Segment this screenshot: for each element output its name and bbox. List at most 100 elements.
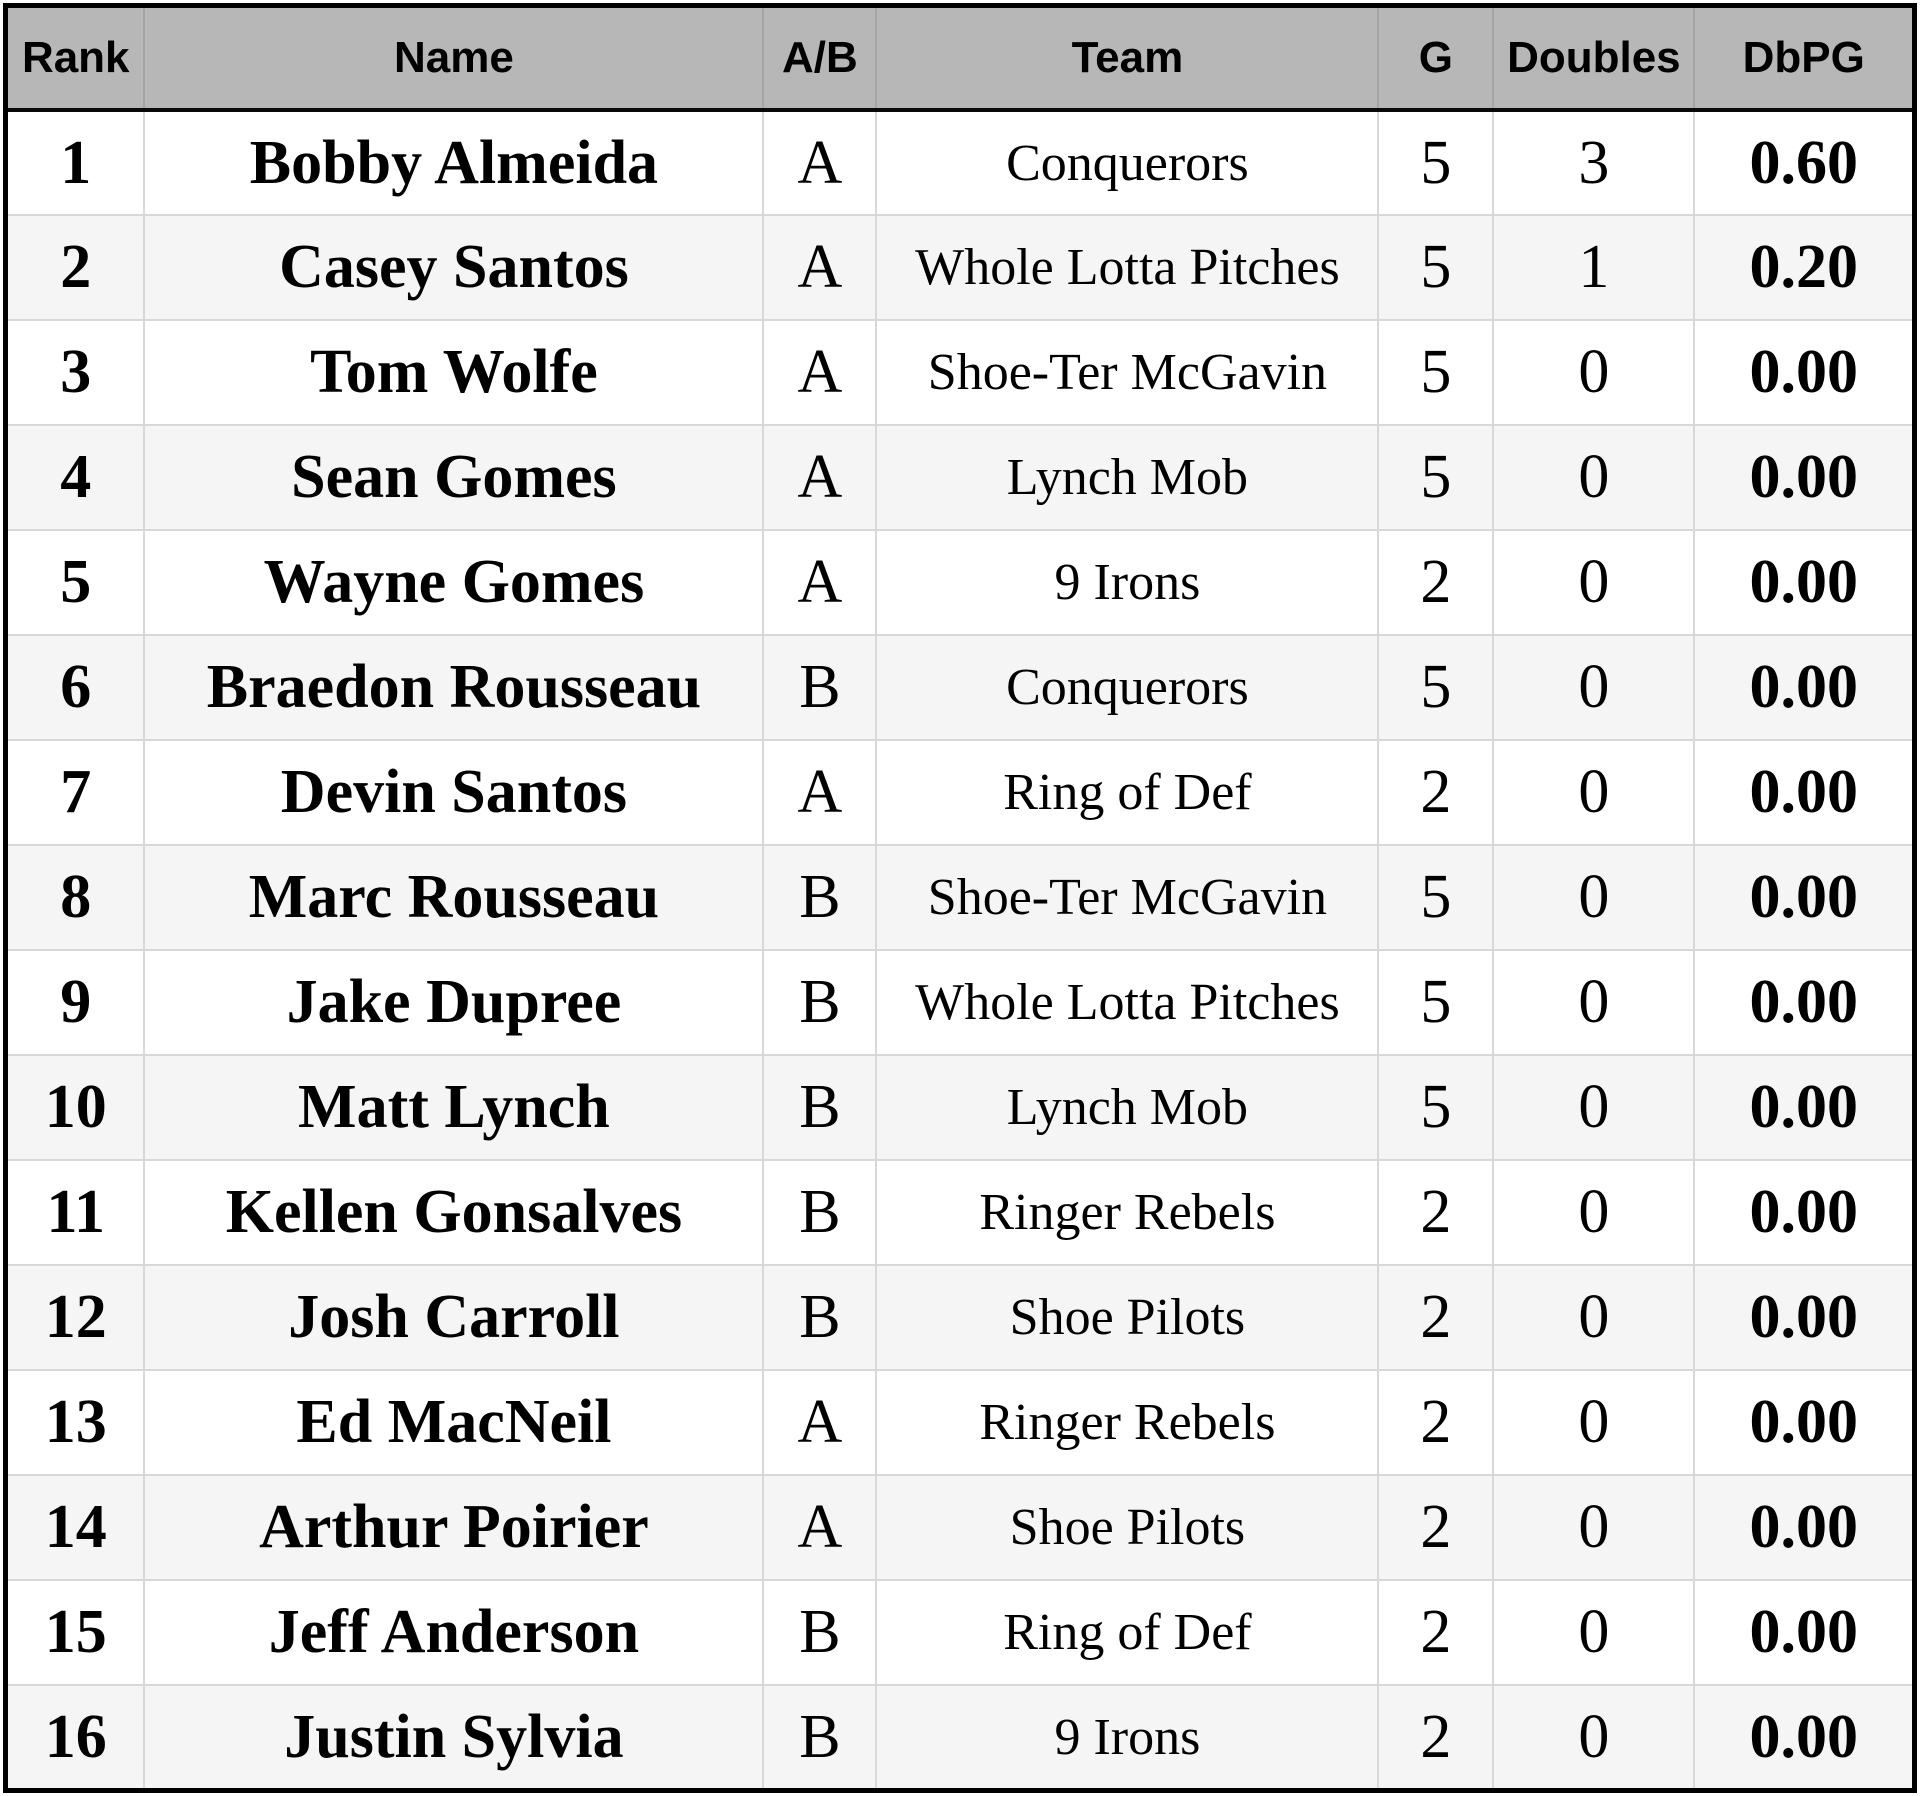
cell-rank: 16 — [5, 1685, 146, 1791]
cell-dbpg: 0.00 — [1694, 1475, 1915, 1582]
table-row[interactable]: 11 Kellen Gonsalves B Ringer Rebels 2 0 0.00 — [5, 1160, 1915, 1267]
cell-ab: A — [763, 110, 878, 217]
table-row[interactable]: 10 Matt Lynch B Lynch Mob 5 0 0.00 — [5, 1055, 1915, 1162]
cell-ab: B — [763, 1685, 878, 1791]
cell-doubles: 0 — [1493, 845, 1696, 952]
cell-name: Ed MacNeil — [144, 1370, 765, 1477]
cell-g: 5 — [1378, 635, 1495, 742]
cell-name: Braedon Rousseau — [144, 635, 765, 742]
table-row[interactable]: 14 Arthur Poirier A Shoe Pilots 2 0 0.00 — [5, 1475, 1915, 1582]
cell-team: Lynch Mob — [876, 1055, 1380, 1162]
cell-rank: 3 — [5, 320, 146, 427]
cell-doubles: 0 — [1493, 950, 1696, 1057]
cell-g: 5 — [1378, 950, 1495, 1057]
cell-g: 5 — [1378, 320, 1495, 427]
cell-name: Marc Rousseau — [144, 845, 765, 952]
cell-dbpg: 0.00 — [1694, 950, 1915, 1057]
cell-ab: A — [763, 1475, 878, 1582]
column-header-name[interactable]: Name — [144, 5, 765, 112]
cell-name: Arthur Poirier — [144, 1475, 765, 1582]
cell-team: Conquerors — [876, 110, 1380, 217]
cell-ab: B — [763, 1265, 878, 1372]
table-row[interactable]: 4 Sean Gomes A Lynch Mob 5 0 0.00 — [5, 425, 1915, 532]
cell-doubles: 0 — [1493, 1685, 1696, 1791]
cell-ab: B — [763, 1580, 878, 1687]
table-row[interactable]: 7 Devin Santos A Ring of Def 2 0 0.00 — [5, 740, 1915, 847]
cell-rank: 15 — [5, 1580, 146, 1687]
column-header-dbpg[interactable]: DbPG — [1694, 5, 1915, 112]
cell-g: 5 — [1378, 215, 1495, 322]
table-row[interactable]: 5 Wayne Gomes A 9 Irons 2 0 0.00 — [5, 530, 1915, 637]
column-header-team[interactable]: Team — [876, 5, 1380, 112]
cell-rank: 13 — [5, 1370, 146, 1477]
cell-doubles: 0 — [1493, 1475, 1696, 1582]
cell-rank: 7 — [5, 740, 146, 847]
cell-dbpg: 0.00 — [1694, 1265, 1915, 1372]
cell-doubles: 0 — [1493, 1265, 1696, 1372]
cell-dbpg: 0.00 — [1694, 635, 1915, 742]
cell-g: 2 — [1378, 1685, 1495, 1791]
cell-dbpg: 0.00 — [1694, 1580, 1915, 1687]
cell-team: Ring of Def — [876, 740, 1380, 847]
cell-rank: 1 — [5, 110, 146, 217]
table-row[interactable]: 13 Ed MacNeil A Ringer Rebels 2 0 0.00 — [5, 1370, 1915, 1477]
cell-name: Kellen Gonsalves — [144, 1160, 765, 1267]
cell-doubles: 0 — [1493, 740, 1696, 847]
cell-name: Jeff Anderson — [144, 1580, 765, 1687]
table-row[interactable]: 1 Bobby Almeida A Conquerors 5 3 0.60 — [5, 110, 1915, 217]
cell-team: 9 Irons — [876, 530, 1380, 637]
cell-team: Shoe Pilots — [876, 1265, 1380, 1372]
cell-dbpg: 0.00 — [1694, 740, 1915, 847]
cell-team: Ringer Rebels — [876, 1160, 1380, 1267]
cell-g: 5 — [1378, 110, 1495, 217]
table-body: 1 Bobby Almeida A Conquerors 5 3 0.60 2 Casey Sa… — [5, 110, 1915, 1791]
column-header-doubles[interactable]: Doubles — [1493, 5, 1696, 112]
table-row[interactable]: 12 Josh Carroll B Shoe Pilots 2 0 0.00 — [5, 1265, 1915, 1372]
cell-g: 2 — [1378, 530, 1495, 637]
cell-ab: A — [763, 1370, 878, 1477]
cell-g: 2 — [1378, 1370, 1495, 1477]
cell-g: 2 — [1378, 1580, 1495, 1687]
column-header-ab[interactable]: A/B — [763, 5, 878, 112]
cell-g: 5 — [1378, 845, 1495, 952]
table-row[interactable]: 3 Tom Wolfe A Shoe-Ter McGavin 5 0 0.00 — [5, 320, 1915, 427]
cell-name: Wayne Gomes — [144, 530, 765, 637]
cell-doubles: 3 — [1493, 110, 1696, 217]
column-header-g[interactable]: G — [1378, 5, 1495, 112]
cell-ab: A — [763, 215, 878, 322]
table-row[interactable]: 2 Casey Santos A Whole Lotta Pitches 5 1 0.20 — [5, 215, 1915, 322]
table-row[interactable]: 8 Marc Rousseau B Shoe-Ter McGavin 5 0 0.00 — [5, 845, 1915, 952]
cell-team: Ring of Def — [876, 1580, 1380, 1687]
header-row: Rank Name A/B Team G Doubles DbPG — [5, 5, 1915, 112]
cell-team: Whole Lotta Pitches — [876, 950, 1380, 1057]
cell-dbpg: 0.20 — [1694, 215, 1915, 322]
column-header-rank[interactable]: Rank — [5, 5, 146, 112]
cell-dbpg: 0.00 — [1694, 425, 1915, 532]
cell-doubles: 0 — [1493, 1580, 1696, 1687]
cell-g: 2 — [1378, 1475, 1495, 1582]
cell-g: 2 — [1378, 1265, 1495, 1372]
cell-name: Devin Santos — [144, 740, 765, 847]
table-row[interactable]: 9 Jake Dupree B Whole Lotta Pitches 5 0 0.00 — [5, 950, 1915, 1057]
cell-rank: 12 — [5, 1265, 146, 1372]
cell-dbpg: 0.00 — [1694, 845, 1915, 952]
cell-team: Shoe-Ter McGavin — [876, 320, 1380, 427]
table-row[interactable]: 15 Jeff Anderson B Ring of Def 2 0 0.00 — [5, 1580, 1915, 1687]
cell-g: 2 — [1378, 1160, 1495, 1267]
cell-team: Shoe Pilots — [876, 1475, 1380, 1582]
cell-ab: B — [763, 845, 878, 952]
cell-g: 2 — [1378, 740, 1495, 847]
cell-doubles: 0 — [1493, 320, 1696, 427]
table-row[interactable]: 16 Justin Sylvia B 9 Irons 2 0 0.00 — [5, 1685, 1915, 1791]
cell-ab: B — [763, 1160, 878, 1267]
cell-doubles: 0 — [1493, 1160, 1696, 1267]
table-row[interactable]: 6 Braedon Rousseau B Conquerors 5 0 0.00 — [5, 635, 1915, 742]
cell-dbpg: 0.00 — [1694, 1055, 1915, 1162]
cell-ab: A — [763, 530, 878, 637]
cell-name: Casey Santos — [144, 215, 765, 322]
cell-team: Lynch Mob — [876, 425, 1380, 532]
cell-name: Jake Dupree — [144, 950, 765, 1057]
cell-ab: A — [763, 740, 878, 847]
cell-team: 9 Irons — [876, 1685, 1380, 1791]
cell-team: Conquerors — [876, 635, 1380, 742]
